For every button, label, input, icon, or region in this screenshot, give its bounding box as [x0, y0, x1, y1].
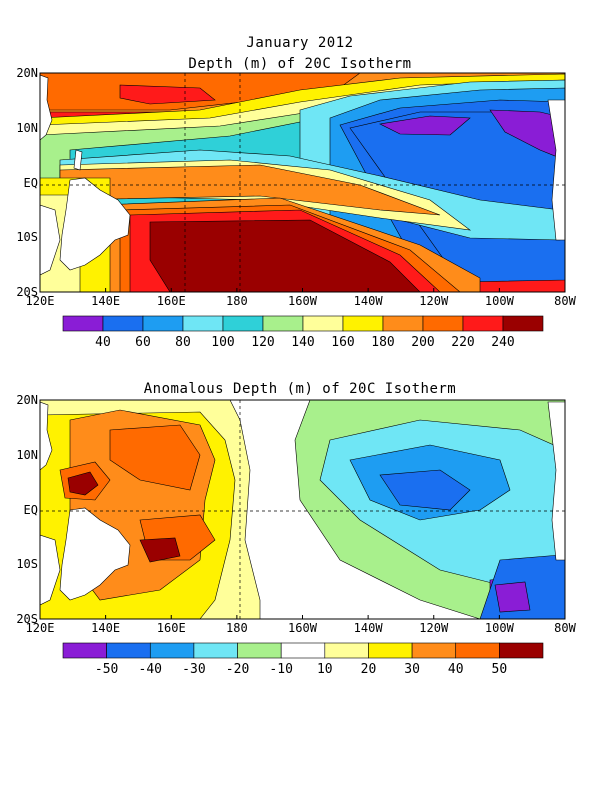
top-colorbar-label: 60 [135, 335, 151, 350]
top-colorbar-label: 120 [251, 335, 275, 350]
top-xtick-label: 120E [25, 294, 55, 308]
top-ytick-label: 20S [16, 285, 38, 299]
land-borneo [40, 204, 61, 276]
top-xtick-label: 180 [226, 294, 248, 308]
top-colorbar-label: 180 [371, 335, 395, 350]
top-colorbar-label: 220 [451, 335, 475, 350]
bottom-ytick-label: 20N [16, 393, 38, 407]
bottom-ytick-label: 20S [16, 612, 38, 626]
land-new-guinea-australia [59, 507, 131, 601]
land-americas [547, 401, 565, 561]
top-ytick-label: EQ [23, 175, 38, 190]
top-colorbar-label: 160 [331, 335, 355, 350]
bottom-colorbar-label: -30 [182, 662, 206, 677]
top-xtick-label: 80W [554, 294, 576, 308]
land-asia [40, 401, 53, 471]
bottom-ytick-label: 10S [16, 557, 38, 572]
bottom-xtick-label: 180 [226, 621, 248, 635]
blob-240-north [119, 84, 216, 105]
bottom-field [40, 400, 565, 619]
top-panel-title: January 2012 [246, 35, 354, 51]
top-ytick-label: 20N [16, 66, 38, 80]
neg-40 [379, 469, 471, 511]
top-colorbar-swatch [502, 315, 544, 332]
bottom-ytick-label: 10N [16, 447, 38, 462]
bottom-colorbar-label: 20 [360, 662, 377, 677]
top-colorbar-label: 240 [491, 335, 515, 350]
top-colorbar-label: 200 [411, 335, 435, 350]
land-new-guinea-australia [59, 177, 131, 271]
land-philippines [73, 149, 83, 171]
top-field [40, 73, 565, 292]
bottom-colorbar-swatch [411, 642, 457, 659]
top-xtick-label: 140W [353, 294, 383, 308]
top-xtick-label: 100W [484, 294, 514, 308]
bottom-colorbar-label: 30 [404, 662, 420, 677]
top-xtick-label: 160W [288, 294, 317, 308]
pos-40-north [109, 424, 201, 491]
land-americas [547, 99, 565, 241]
bottom-xtick-label: 100W [484, 621, 514, 635]
pos-50-west [67, 471, 99, 496]
bottom-xtick-label: 140W [353, 621, 383, 635]
bottom-colorbar-label: 40 [447, 662, 464, 677]
bottom-colorbar-swatch [62, 642, 107, 659]
bottom-colorbar-label: -50 [94, 662, 119, 677]
bottom-colorbar-swatch [106, 642, 151, 659]
min-40-coast [489, 109, 565, 161]
bottom-colorbar-swatch [193, 642, 238, 659]
bottom-colorbar-label: 10 [316, 662, 333, 677]
bottom-xtick-label: 140E [91, 621, 121, 635]
bottom-colorbar-label: 50 [491, 662, 508, 677]
top-colorbar-label: 140 [291, 335, 315, 350]
top-colorbar-label: 100 [211, 335, 235, 350]
bottom-colorbar-swatch [324, 642, 369, 659]
bottom-panel-title: Anomalous Depth (m) of 20C Isotherm [143, 381, 457, 397]
south-max [149, 219, 421, 292]
bottom-colorbar-swatch [149, 642, 195, 659]
top-ytick-label: 10N [16, 120, 38, 135]
bottom-colorbar-label: -10 [269, 662, 293, 677]
bottom-xtick-label: 80W [554, 621, 576, 635]
top-xtick-label: 160E [156, 294, 186, 308]
top-xtick-label: 120W [419, 294, 449, 308]
top-panel-subtitle: Depth (m) of 20C Isotherm [188, 56, 412, 72]
bottom-xtick-label: 120W [419, 621, 449, 635]
bottom-colorbar-swatch [237, 642, 282, 659]
bottom-ytick-label: EQ [23, 502, 38, 517]
bottom-colorbar-swatch [455, 642, 500, 659]
bottom-colorbar-swatch [280, 642, 326, 659]
bottom-xtick-label: 160E [156, 621, 186, 635]
land-asia [40, 74, 53, 141]
top-colorbar-label: 40 [95, 335, 111, 350]
bottom-colorbar-label: -20 [225, 662, 250, 677]
top-ytick-label: 10S [16, 230, 38, 245]
neg-50-core [494, 581, 531, 613]
bottom-colorbar-label: -40 [138, 662, 163, 677]
land-borneo [40, 534, 61, 606]
top-colorbar-label: 80 [175, 335, 191, 350]
pos-50-south [139, 537, 181, 563]
bottom-xtick-label: 120E [25, 621, 55, 635]
min-40-east [379, 115, 471, 136]
bottom-colorbar-swatch [368, 642, 413, 659]
bottom-xtick-label: 160W [288, 621, 317, 635]
bottom-colorbar-swatch [499, 642, 544, 659]
top-xtick-label: 140E [91, 294, 121, 308]
